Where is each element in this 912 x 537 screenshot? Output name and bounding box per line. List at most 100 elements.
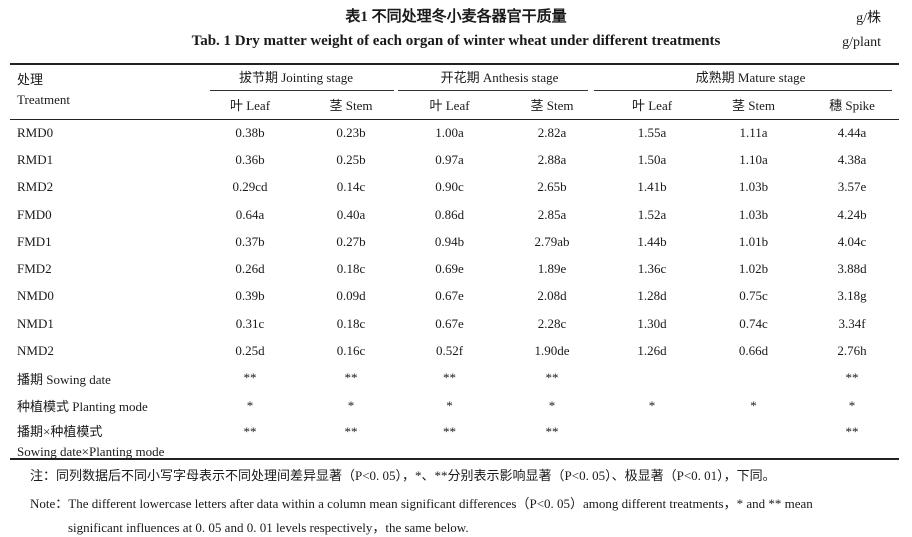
- anthesis-underline: [398, 90, 588, 91]
- data-cell: **: [243, 370, 257, 386]
- table-row: RMD1 0.36b 0.25b 0.97a 2.88a 1.50a 1.10a 4.38a: [10, 146, 899, 173]
- note-en-line1: Note：The different lowercase letters aft…: [30, 496, 813, 511]
- data-cell: *: [648, 397, 656, 413]
- table-row: FMD1 0.37b 0.27b 0.94b 2.79ab 1.44b 1.01b 4.04c: [10, 228, 899, 255]
- treatment-header: 处理 Treatment: [10, 63, 195, 119]
- data-cell: 2.76h: [837, 343, 867, 359]
- data-cell: **: [845, 370, 859, 386]
- row-label: FMD2: [17, 261, 52, 277]
- data-cell: 0.74c: [739, 315, 768, 331]
- data-cell: 0.27b: [336, 233, 366, 249]
- organ-header: 叶 Leaf: [229, 98, 271, 113]
- table-row: FMD0 0.64a 0.40a 0.86d 2.85a 1.52a 1.03b 4.24b: [10, 201, 899, 228]
- data-cell: 0.97a: [435, 151, 464, 167]
- data-cell: 1.10a: [739, 151, 768, 167]
- table-row: NMD2 0.25d 0.16c 0.52f 1.90de 1.26d 0.66d 2.76h: [10, 337, 899, 364]
- data-cell: 3.34f: [838, 315, 866, 331]
- data-cell: 1.30d: [637, 315, 667, 331]
- data-cell: 1.11a: [739, 124, 768, 140]
- row-label-line2: Sowing date×Planting mode: [17, 444, 165, 460]
- data-cell: 0.14c: [336, 179, 366, 195]
- data-cell: [602, 365, 702, 392]
- data-cell: 1.01b: [738, 233, 769, 249]
- data-cell: 0.37b: [235, 233, 265, 249]
- data-cell: 0.29cd: [232, 179, 268, 195]
- table-caption-cn: 表1 不同处理冬小麦各器官干质量: [345, 9, 567, 25]
- row-label: 种植模式 Planting mode: [17, 399, 148, 415]
- row-label: RMD1: [17, 151, 54, 167]
- organ-header: 茎 Stem: [530, 98, 574, 113]
- table-row: NMD0 0.39b 0.09d 0.67e 2.08d 1.28d 0.75c 3.18g: [10, 283, 899, 310]
- table-row: 种植模式 Planting mode * * * * * * *: [10, 392, 899, 419]
- data-cell: 1.03b: [738, 179, 769, 195]
- organ-header: 茎 Stem: [329, 98, 373, 113]
- unit-label-en: g/plant: [842, 35, 881, 50]
- data-cell: 2.82a: [537, 124, 567, 140]
- data-cell: 3.18g: [837, 288, 867, 304]
- row-label: 播期 Sowing date: [17, 371, 111, 387]
- data-cell: 2.79ab: [534, 233, 570, 249]
- row-label: FMD0: [17, 206, 52, 222]
- data-cell: 1.36c: [637, 261, 667, 277]
- data-cell: 1.02b: [738, 261, 769, 277]
- data-cell: 0.75c: [739, 288, 768, 304]
- data-cell: 0.90c: [435, 179, 464, 195]
- stage-header-jointing: 拔节期 Jointing stage: [238, 70, 354, 85]
- data-cell: 1.26d: [637, 343, 667, 359]
- data-cell: 0.69e: [435, 261, 464, 277]
- data-cell: 0.40a: [336, 206, 366, 222]
- data-cell: **: [443, 424, 457, 440]
- data-cell: 0.64a: [235, 206, 265, 222]
- data-cell: 0.25d: [235, 343, 265, 359]
- data-cell: 0.25b: [336, 151, 366, 167]
- mature-underline: [594, 90, 892, 91]
- data-cell: *: [750, 397, 757, 413]
- data-cell: 4.24b: [837, 206, 867, 222]
- organ-header: 茎 Stem: [732, 98, 775, 113]
- row-label: NMD2: [17, 343, 54, 359]
- treatment-header-en: Treatment: [17, 92, 70, 107]
- row-label: NMD0: [17, 288, 54, 304]
- data-cell: [602, 419, 702, 466]
- data-cell: 0.09d: [336, 288, 366, 304]
- data-cell: 0.52f: [435, 343, 464, 359]
- data-cell: *: [548, 397, 556, 413]
- jointing-underline: [210, 90, 394, 91]
- data-cell: 2.88a: [537, 151, 567, 167]
- stage-header-anthesis: 开花期 Anthesis stage: [440, 70, 559, 85]
- data-cell: *: [246, 397, 254, 413]
- table-header-rule: [10, 119, 899, 120]
- data-cell: **: [845, 424, 859, 440]
- data-cell: 4.04c: [837, 233, 867, 249]
- data-cell: [702, 419, 805, 466]
- data-cell: 1.52a: [637, 206, 667, 222]
- data-cell: **: [443, 370, 457, 386]
- data-cell: 0.36b: [235, 151, 265, 167]
- organ-header: 叶 Leaf: [429, 98, 470, 113]
- data-cell: 0.18c: [336, 261, 366, 277]
- data-cell: 1.28d: [637, 288, 667, 304]
- data-cell: 1.90de: [534, 343, 570, 359]
- data-cell: 1.41b: [637, 179, 667, 195]
- table-row: 播期 Sowing date ** ** ** ** **: [10, 365, 899, 392]
- data-cell: 1.03b: [738, 206, 769, 222]
- stage-header-mature: 成熟期 Mature stage: [695, 70, 806, 85]
- data-cell: 0.94b: [434, 233, 465, 249]
- table-row: RMD2 0.29cd 0.14c 0.90c 2.65b 1.41b 1.03b 3.57e: [10, 174, 899, 201]
- row-label: NMD1: [17, 315, 54, 331]
- data-cell: 4.38a: [837, 151, 867, 167]
- data-cell: 0.66d: [738, 343, 769, 359]
- table-bottom-rule: [10, 458, 899, 460]
- data-cell: 0.67e: [435, 315, 464, 331]
- row-label: 播期×种植模式 Sowing date×Planting mode: [10, 419, 195, 466]
- note-cn: 注：同列数据后不同小写字母表示不同处理间差异显著（P<0. 05），*、**分别…: [30, 468, 776, 483]
- data-cell: 0.39b: [235, 288, 265, 304]
- data-cell: **: [243, 424, 257, 440]
- organ-header: 叶 Leaf: [631, 98, 673, 113]
- data-cell: [702, 365, 805, 392]
- data-cell: 0.26d: [235, 261, 265, 277]
- data-cell: 1.50a: [637, 151, 667, 167]
- row-label-line1: 播期×种植模式: [17, 424, 103, 440]
- data-cell: 1.00a: [435, 124, 464, 140]
- table-caption-en: Tab. 1 Dry matter weight of each organ o…: [191, 33, 721, 49]
